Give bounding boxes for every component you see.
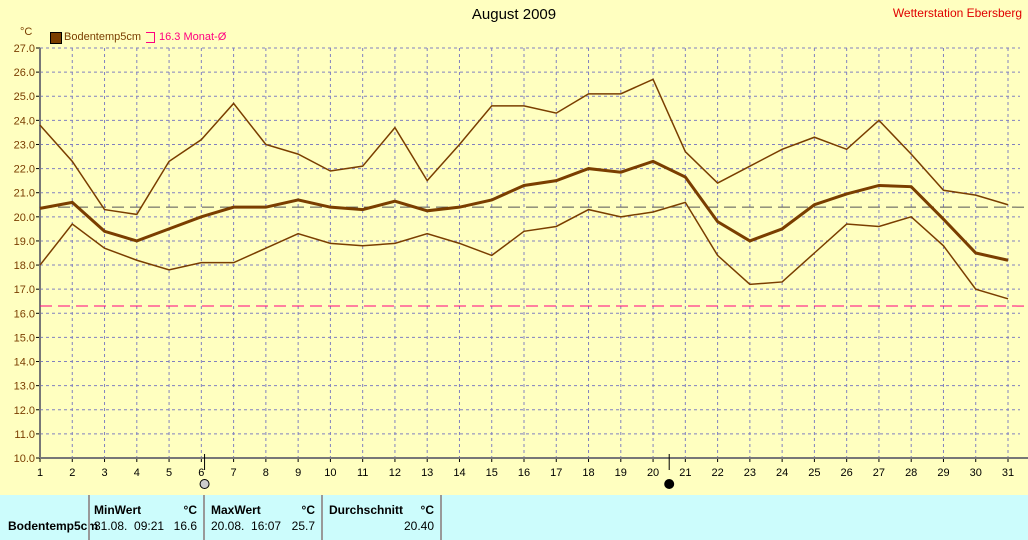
- x-tick-label: 30: [970, 467, 982, 479]
- min-unit: °C: [183, 503, 197, 517]
- y-tick-label: 23.0: [14, 139, 35, 151]
- y-tick-label: 12.0: [14, 405, 35, 417]
- avg-value: 20.40: [403, 519, 434, 533]
- legend-swatch-series: [50, 32, 62, 44]
- line-chart: 10.0 11.0 12.0 13.0 14.0 15.0 16.0 17.0 18.0 19.0…: [14, 43, 1028, 489]
- y-tick-label: 10.0: [14, 453, 35, 465]
- min-column: MinWert °C 31.08. 09:21 16.6: [88, 495, 205, 540]
- x-tick-label: 26: [841, 467, 853, 479]
- y-tick-label: 17.0: [14, 284, 35, 296]
- y-tick-label: 15.0: [14, 332, 35, 344]
- y-tick-label: 16.0: [14, 308, 35, 320]
- y-tick-label: 20.0: [14, 212, 35, 224]
- x-tick-label: 6: [198, 467, 204, 479]
- x-tick-label: 25: [808, 467, 820, 479]
- series-line-avg: [39, 159, 1009, 262]
- x-tick-label: 4: [134, 467, 140, 479]
- x-tick-label: 11: [357, 467, 368, 479]
- y-tick-label: 11.0: [14, 429, 35, 441]
- min-value: 16.6: [173, 519, 197, 533]
- x-tick-label: 15: [486, 467, 498, 479]
- avg-header: Durchschnitt: [329, 503, 404, 517]
- x-tick-label: 17: [550, 467, 562, 479]
- y-tick-label: 13.0: [14, 381, 35, 393]
- x-tick-label: 23: [744, 467, 756, 479]
- x-tick-label: 28: [905, 467, 917, 479]
- x-tick-label: 3: [101, 467, 107, 479]
- x-tick-label: 12: [389, 467, 401, 479]
- y-tick-label: 24.0: [14, 115, 35, 127]
- label-column: [0, 495, 90, 540]
- max-unit: °C: [301, 503, 315, 517]
- min-date: 31.08. 09:21: [94, 519, 165, 533]
- y-tick-label: 14.0: [14, 357, 35, 369]
- avg-column: Durchschnitt °C 20.40: [323, 495, 442, 540]
- max-value: 25.7: [291, 519, 315, 533]
- x-tick-label: 22: [711, 467, 723, 479]
- y-tick-label: 25.0: [14, 91, 35, 103]
- x-tick-label: 21: [679, 467, 691, 479]
- x-tick-label: 16: [518, 467, 530, 479]
- x-tick-label: 8: [263, 467, 269, 479]
- y-tick-label: 19.0: [14, 236, 35, 248]
- y-tick-label: 26.0: [14, 67, 35, 79]
- max-column: MaxWert °C 20.08. 16:07 25.7: [205, 495, 323, 540]
- max-header: MaxWert: [211, 503, 261, 517]
- x-tick-label: 2: [69, 467, 75, 479]
- x-tick-label: 5: [166, 467, 172, 479]
- x-tick-label: 10: [324, 467, 336, 479]
- x-tick-label: 7: [231, 467, 237, 479]
- full-moon-icon: [199, 479, 210, 489]
- x-tick-label: 31: [1002, 467, 1014, 479]
- stats-table: Bodentemp5cm MinWert °C 31.08. 09:21 16.…: [0, 495, 1028, 540]
- row-label: Bodentemp5cm: [8, 519, 99, 533]
- y-tick-label: 21.0: [14, 188, 35, 200]
- legend-normal-label: 16.3 Monat-Ø: [159, 31, 227, 43]
- x-tick-label: 19: [615, 467, 627, 479]
- legend-swatch-normal: [146, 32, 155, 43]
- y-tick-label: 22.0: [14, 164, 35, 176]
- y-tick-label: 18.0: [14, 260, 35, 272]
- max-date: 20.08. 16:07: [211, 519, 282, 533]
- x-tick-label: 1: [37, 467, 43, 479]
- chart-title: August 2009: [471, 6, 557, 23]
- min-header: MinWert: [94, 503, 142, 517]
- new-moon-icon: [664, 479, 675, 489]
- series-line-max: [39, 78, 1009, 216]
- x-tick-label: 29: [937, 467, 949, 479]
- station-name: Wetterstation Ebersberg: [892, 6, 1022, 20]
- x-tick-label: 13: [421, 467, 433, 479]
- y-tick-label: 27.0: [14, 43, 35, 55]
- series-line-min: [39, 201, 1009, 300]
- x-tick-label: 27: [873, 467, 885, 479]
- legend-series-label: Bodentemp5cm: [64, 31, 142, 43]
- y-unit-label: °C: [20, 26, 33, 38]
- avg-unit: °C: [420, 503, 434, 517]
- x-tick-label: 24: [776, 467, 788, 479]
- x-tick-label: 14: [453, 467, 465, 479]
- x-tick-label: 20: [647, 467, 659, 479]
- x-tick-label: 9: [295, 467, 301, 479]
- x-tick-label: 18: [582, 467, 594, 479]
